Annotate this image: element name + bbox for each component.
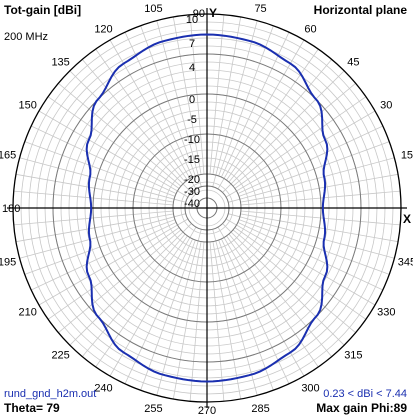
grid-spoke <box>38 218 189 306</box>
x-axis-marker: X <box>403 212 411 226</box>
radial-tick-label: -30 <box>184 186 200 198</box>
grid-spoke <box>156 229 202 396</box>
grid-spoke <box>19 213 186 259</box>
angle-tick-label-135: 135 <box>51 57 69 69</box>
angle-tick-label-60: 60 <box>304 24 316 36</box>
angle-tick-label-105: 105 <box>144 3 162 15</box>
radial-tick-label: 7 <box>189 38 195 50</box>
tick-labels: 15 30 45 60 75 90 105 120 135 150 165 180 195 210 225 2… <box>0 3 413 414</box>
angle-tick-label-75: 75 <box>254 3 266 15</box>
angle-tick-label-195: 195 <box>0 257 16 269</box>
grid-spoke <box>212 20 258 187</box>
radial-tick-label: -20 <box>184 174 200 186</box>
angle-tick-label-315: 315 <box>344 349 362 361</box>
grid-spoke <box>222 70 345 193</box>
radial-tick-label: 4 <box>189 62 195 74</box>
angle-tick-label-225: 225 <box>51 349 69 361</box>
angle-tick-label-30: 30 <box>380 100 392 112</box>
angle-tick-label-270: 270 <box>198 405 216 414</box>
grid-spoke <box>69 70 192 193</box>
angle-tick-label-120: 120 <box>94 24 112 36</box>
radial-tick-label: -40 <box>184 198 200 210</box>
angle-tick-label-330: 330 <box>377 307 395 319</box>
grid-spoke <box>217 226 305 377</box>
angle-tick-label-300: 300 <box>301 382 319 394</box>
angle-tick-label-240: 240 <box>94 382 112 394</box>
angle-tick-label-165: 165 <box>0 149 16 161</box>
frequency-label: 200 MHz <box>4 31 49 43</box>
angle-tick-label-345: 345 <box>398 257 413 269</box>
y-axis-marker: Y <box>209 6 217 20</box>
grid-spoke <box>109 226 197 377</box>
radial-tick-label: -15 <box>184 154 200 166</box>
grid-spoke <box>19 157 186 203</box>
angle-tick-label-90: 90 <box>193 8 205 20</box>
angle-tick-label-45: 45 <box>347 57 359 69</box>
grid-spoke <box>156 20 202 187</box>
radial-tick-label: -5 <box>187 114 197 126</box>
gain-pattern-line <box>85 33 329 383</box>
angle-tick-label-210: 210 <box>19 307 37 319</box>
grid-spoke <box>217 39 305 190</box>
angle-tick-label-150: 150 <box>19 100 37 112</box>
angle-tick-label-285: 285 <box>251 403 269 414</box>
grid-spoke <box>69 223 192 346</box>
axes <box>7 8 407 408</box>
gain-range: 0.23 < dBi < 7.44 <box>323 388 407 400</box>
angle-tick-label-15: 15 <box>401 149 413 161</box>
grid-spoke <box>225 110 376 198</box>
grid-spoke <box>228 213 395 259</box>
file-name: rund_gnd_h2m.out <box>4 388 97 400</box>
grid-spoke <box>222 223 345 346</box>
angle-tick-label-255: 255 <box>144 403 162 414</box>
grid-spoke <box>225 218 376 306</box>
plane-label: Horizontal plane <box>313 3 407 17</box>
theta-label: Theta= 79 <box>4 401 60 415</box>
pattern-trace <box>85 33 329 383</box>
radial-tick-label: 10 <box>186 14 198 26</box>
max-gain-label: Max gain Phi:89 <box>316 401 407 415</box>
grid-spoke <box>228 157 395 203</box>
grid-spoke <box>212 229 258 396</box>
radial-tick-label: -10 <box>184 134 200 146</box>
radial-tick-label: 0 <box>189 94 195 106</box>
grid-spoke <box>109 39 197 190</box>
chart-title: Tot-gain [dBi] <box>4 3 82 17</box>
grid-spoke <box>38 110 189 198</box>
angle-tick-label-180: 180 <box>2 203 20 215</box>
